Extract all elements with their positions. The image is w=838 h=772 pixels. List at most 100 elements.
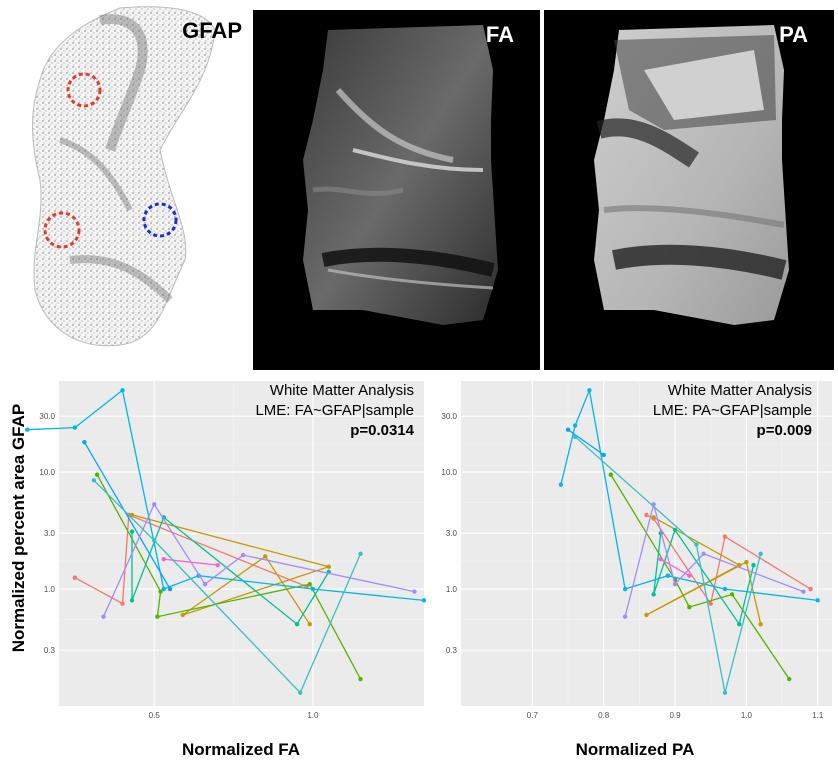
- x-axis-label: Normalized FA: [182, 740, 300, 759]
- data-point-s1: [722, 534, 728, 539]
- data-point-s5: [161, 586, 166, 592]
- data-point-s9: [358, 551, 363, 556]
- data-point-s4: [651, 592, 656, 597]
- series-line-s6: [567, 429, 605, 456]
- gfap-histology-image: [32, 6, 216, 347]
- pa-mri-image: [594, 25, 789, 325]
- data-point-s1: [808, 586, 813, 592]
- data-point-s8: [161, 556, 166, 562]
- x-tick-label: 0.5: [149, 711, 161, 720]
- data-point-s5: [572, 423, 578, 428]
- data-point-s6: [82, 439, 87, 445]
- data-point-s2: [263, 554, 268, 559]
- shared-y-axis: Normalized percent area GFAP: [9, 404, 28, 652]
- shared-y-axis-label: Normalized percent area GFAP: [9, 404, 28, 652]
- data-point-s1: [72, 575, 78, 580]
- data-point-s9: [572, 434, 578, 440]
- data-point-s2: [644, 612, 649, 618]
- data-point-s6: [565, 427, 571, 432]
- data-point-s4: [751, 562, 756, 568]
- y-tick-label: 30.0: [39, 412, 55, 421]
- x-tick-label: 1.0: [741, 711, 753, 720]
- gfap-roi-red-1: [66, 72, 102, 108]
- x-ticks: 0.5 1.0: [149, 711, 319, 720]
- data-point-s1: [120, 601, 125, 606]
- data-point-s5: [120, 388, 125, 393]
- data-point-s3: [729, 592, 735, 597]
- grid: [461, 381, 832, 706]
- y-tick-label: 3.0: [44, 529, 56, 538]
- data-point-s6: [167, 586, 173, 592]
- y-tick-label: 30.0: [441, 412, 457, 421]
- data-point-s8: [687, 573, 692, 578]
- y-tick-label: 1.0: [446, 585, 458, 594]
- data-point-s5: [815, 598, 820, 603]
- series: [558, 387, 820, 695]
- data-point-s9: [722, 690, 728, 695]
- data-point-s3: [687, 604, 692, 610]
- series-line-s1: [74, 513, 307, 605]
- y-tick-label: 10.0: [39, 468, 55, 477]
- data-point-s9: [758, 551, 763, 556]
- data-point-s3: [307, 581, 312, 587]
- pa-image-panel: PA: [544, 10, 834, 370]
- data-point-s3: [786, 676, 792, 682]
- data-point-s6: [601, 452, 606, 458]
- series: [25, 388, 427, 695]
- data-point-s7: [412, 589, 417, 594]
- x-tick-label: 1.0: [307, 711, 319, 720]
- y-tick-label: 1.0: [44, 585, 56, 594]
- data-point-s5: [622, 586, 628, 592]
- data-point-s3: [358, 676, 363, 682]
- data-point-s8: [215, 562, 220, 568]
- x-tick-label: 1.1: [812, 711, 824, 720]
- fa-plot-svg: 0.3 1.0 3.0 10.0 30.0 0.5 1.0 White Matter An…: [25, 381, 427, 759]
- data-point-s9: [152, 538, 157, 543]
- data-point-s9: [298, 690, 303, 695]
- pa-plot-svg: 0.3 1.0 3.0 10.0 30.0 0.7 0.8 0.9 1.0 1.1 White …: [441, 381, 832, 759]
- data-point-s2: [180, 612, 185, 618]
- data-point-s9: [91, 478, 97, 483]
- data-point-s3: [155, 614, 160, 619]
- data-point-s5: [558, 482, 564, 487]
- series-line-s8: [660, 558, 690, 577]
- data-point-s5: [587, 388, 592, 393]
- data-point-s7: [672, 581, 678, 587]
- data-point-s7: [101, 614, 106, 619]
- series-line-s9: [574, 436, 762, 693]
- data-point-s4: [129, 598, 135, 603]
- data-point-s7: [801, 589, 806, 594]
- data-point-s3: [158, 589, 163, 594]
- plot-title: White Matter Analysis: [270, 382, 414, 399]
- plot-subtitle: LME: FA~GFAP|sample: [255, 402, 414, 419]
- x-tick-label: 0.8: [598, 711, 610, 720]
- x-axis-label: Normalized PA: [576, 740, 695, 759]
- plot-subtitle: LME: PA~GFAP|sample: [653, 402, 812, 419]
- data-point-s7: [152, 502, 157, 507]
- series-line-s9: [93, 479, 362, 694]
- y-tick-label: 0.3: [446, 646, 458, 655]
- grid: [59, 381, 424, 706]
- data-point-s2: [307, 622, 312, 627]
- p-value: p=0.0314: [350, 422, 414, 439]
- data-point-s5: [25, 427, 30, 432]
- series-line-s6: [83, 441, 171, 590]
- fa-image-panel: FA: [253, 10, 540, 370]
- data-point-s4: [737, 622, 742, 627]
- gfap-roi-red-2: [43, 211, 81, 249]
- data-point-s5: [310, 586, 316, 592]
- gfap-image-panel: GFAP: [0, 0, 250, 370]
- data-point-s2: [758, 622, 763, 627]
- data-point-s4: [294, 622, 300, 627]
- data-point-s7: [701, 551, 706, 556]
- x-tick-label: 0.9: [669, 711, 681, 720]
- p-value: p=0.009: [757, 422, 812, 439]
- data-point-s9: [694, 542, 699, 547]
- pa-label: PA: [779, 22, 808, 47]
- data-point-s8: [658, 556, 663, 562]
- data-point-s3: [94, 472, 100, 477]
- y-ticks: 0.3 1.0 3.0 10.0 30.0: [441, 412, 457, 655]
- y-ticks: 0.3 1.0 3.0 10.0 30.0: [39, 412, 55, 655]
- data-point-s7: [202, 581, 208, 587]
- y-tick-label: 3.0: [446, 529, 458, 538]
